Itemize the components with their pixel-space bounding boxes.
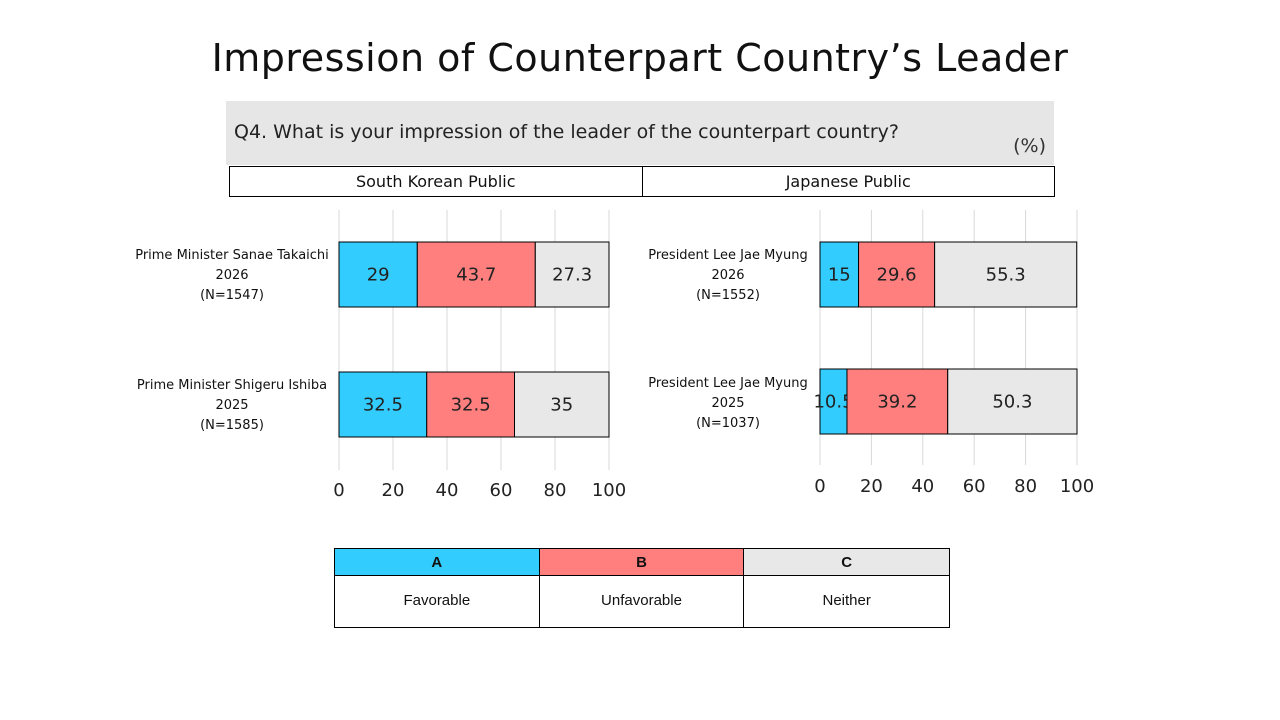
question-text: Q4. What is your impression of the leade… [234,121,899,143]
data-label: 29.6 [877,265,917,286]
data-label: 39.2 [877,392,917,413]
x-tick-label: 60 [963,476,986,497]
data-label: 32.5 [451,395,491,416]
category-label: 2026 [711,268,744,283]
legend-key-c: C [744,549,949,576]
legend-label-unfavorable: Unfavorable [540,576,745,627]
category-label: (N=1037) [696,416,760,431]
category-label: (N=1585) [200,418,264,433]
bar-segment-b [858,241,936,308]
x-tick-label: 0 [814,476,825,497]
legend-label-neither: Neither [822,592,871,609]
x-tick-label: 20 [382,480,405,501]
bar-segment-a [819,368,848,435]
x-tick-label: 40 [436,480,459,501]
x-tick-label: 60 [490,480,513,501]
data-label: 50.3 [992,392,1032,413]
category-label: 2026 [215,268,248,283]
bar-segment-a [819,241,860,308]
data-label: 55.3 [986,265,1026,286]
bar-segment-c [514,371,610,438]
bar-segment-a [338,241,418,308]
category-label: President Lee Jae Myung [648,248,808,263]
x-tick-label: 0 [333,480,344,501]
x-tick-label: 100 [1060,476,1094,497]
x-tick-label: 80 [544,480,567,501]
bar-segment-c [934,241,1078,308]
data-label: 35 [550,395,573,416]
category-label: 2025 [711,396,744,411]
panel-header-korean: South Korean Public [230,167,643,196]
data-label: 43.7 [456,265,496,286]
category-label: President Lee Jae Myung [648,376,808,391]
category-label: (N=1552) [696,288,760,303]
data-label: 29 [367,265,390,286]
legend-table: A B C Favorable Unfavorable Neither [334,548,950,628]
data-label: 32.5 [363,395,403,416]
bar-segment-c [534,241,610,308]
data-label: 10.5 [813,392,853,413]
category-label: (N=1547) [200,288,264,303]
category-label: 2025 [215,398,248,413]
x-tick-label: 20 [860,476,883,497]
x-tick-label: 80 [1014,476,1037,497]
bar-segment-b [426,371,515,438]
data-label: 27.3 [552,265,592,286]
category-label: Prime Minister Sanae Takaichi [135,248,329,263]
page-title: Impression of Counterpart Country’s Lead… [211,36,1069,80]
bar-segment-b [846,368,949,435]
bar-segment-a [338,371,428,438]
legend-key-a: A [335,549,540,576]
legend-label-favorable: Favorable [335,576,540,627]
x-tick-label: 40 [911,476,934,497]
legend-key-b: B [539,549,745,576]
question-box: Q4. What is your impression of the leade… [226,101,1054,165]
data-label: 15 [828,265,851,286]
unit-label: (%) [1013,135,1046,157]
bar-segment-c [947,368,1078,435]
panel-headers: South Korean Public Japanese Public [229,166,1055,197]
panel-header-japanese: Japanese Public [785,172,911,191]
x-tick-label: 100 [592,480,626,501]
category-label: Prime Minister Shigeru Ishiba [137,378,327,393]
bar-segment-b [416,241,536,308]
